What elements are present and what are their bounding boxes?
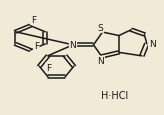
Text: N: N — [149, 40, 155, 49]
Text: F: F — [46, 63, 51, 72]
Text: H·HCl: H·HCl — [101, 90, 128, 100]
Text: S: S — [98, 24, 103, 33]
Text: F: F — [31, 16, 36, 25]
Text: N: N — [97, 57, 104, 66]
Text: N: N — [70, 41, 76, 50]
Text: F: F — [34, 41, 39, 50]
